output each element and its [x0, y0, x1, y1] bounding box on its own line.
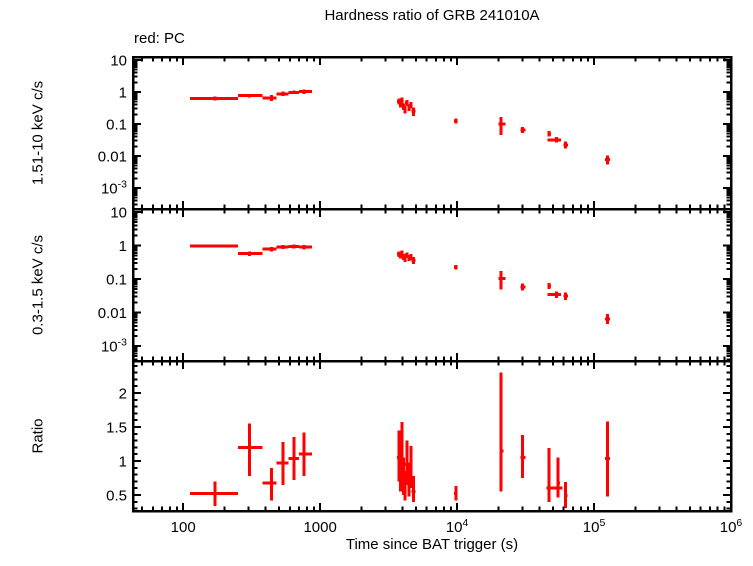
x-tick-label: 104	[446, 517, 469, 536]
y-tick-label-soft: 10	[110, 205, 127, 222]
y-tick-label-ratio: 2	[119, 385, 127, 402]
y-tick-label-hard: 10	[110, 52, 127, 69]
x-tick-label: 1000	[303, 519, 336, 536]
y-tick-label-hard: 10-3	[101, 178, 127, 197]
y-tick-label-ratio: 1	[119, 454, 127, 471]
x-tick-label: 106	[720, 517, 743, 536]
y-tick-label-hard: 0.1	[106, 116, 127, 133]
chart-title: Hardness ratio of GRB 241010A	[324, 7, 540, 24]
y-tick-label-soft: 10-3	[101, 336, 127, 355]
y-tick-label-soft: 0.1	[106, 271, 127, 288]
panel-box-ratio	[131, 359, 733, 513]
y-tick-label-hard: 1	[119, 84, 127, 101]
y-tick-label-soft: 1	[119, 238, 127, 255]
panel-box-soft	[131, 207, 733, 363]
y-tick-label-ratio: 1.5	[106, 419, 127, 436]
x-tick-label: 105	[583, 517, 606, 536]
mode-label-pc: red: PC	[134, 30, 185, 47]
panel-box-hard	[131, 55, 733, 211]
y-tick-label-hard: 0.01	[98, 148, 127, 165]
y-tick-label-soft: 0.01	[98, 305, 127, 322]
x-axis-label: Time since BAT trigger (s)	[345, 536, 519, 553]
x-tick-label: 100	[171, 519, 196, 536]
y-tick-label-ratio: 0.5	[106, 488, 127, 505]
